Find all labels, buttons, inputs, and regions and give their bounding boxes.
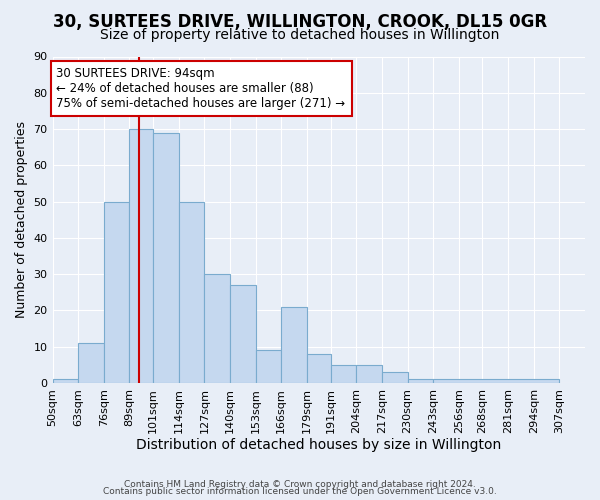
- Bar: [205, 274, 230, 383]
- Bar: [331, 365, 356, 383]
- Text: Contains public sector information licensed under the Open Government Licence v3: Contains public sector information licen…: [103, 488, 497, 496]
- Bar: [153, 132, 179, 383]
- Bar: [356, 365, 382, 383]
- Bar: [53, 380, 78, 383]
- Bar: [433, 380, 559, 383]
- Text: Contains HM Land Registry data © Crown copyright and database right 2024.: Contains HM Land Registry data © Crown c…: [124, 480, 476, 489]
- Bar: [256, 350, 281, 383]
- Text: Size of property relative to detached houses in Willington: Size of property relative to detached ho…: [100, 28, 500, 42]
- Bar: [281, 307, 307, 383]
- Bar: [78, 343, 104, 383]
- Text: 30 SURTEES DRIVE: 94sqm
← 24% of detached houses are smaller (88)
75% of semi-de: 30 SURTEES DRIVE: 94sqm ← 24% of detache…: [56, 68, 346, 110]
- Bar: [307, 354, 331, 383]
- Bar: [104, 202, 130, 383]
- Bar: [179, 202, 205, 383]
- X-axis label: Distribution of detached houses by size in Willington: Distribution of detached houses by size …: [136, 438, 502, 452]
- Text: 30, SURTEES DRIVE, WILLINGTON, CROOK, DL15 0GR: 30, SURTEES DRIVE, WILLINGTON, CROOK, DL…: [53, 12, 547, 30]
- Bar: [382, 372, 407, 383]
- Y-axis label: Number of detached properties: Number of detached properties: [15, 121, 28, 318]
- Bar: [230, 285, 256, 383]
- Bar: [130, 129, 153, 383]
- Bar: [407, 380, 433, 383]
